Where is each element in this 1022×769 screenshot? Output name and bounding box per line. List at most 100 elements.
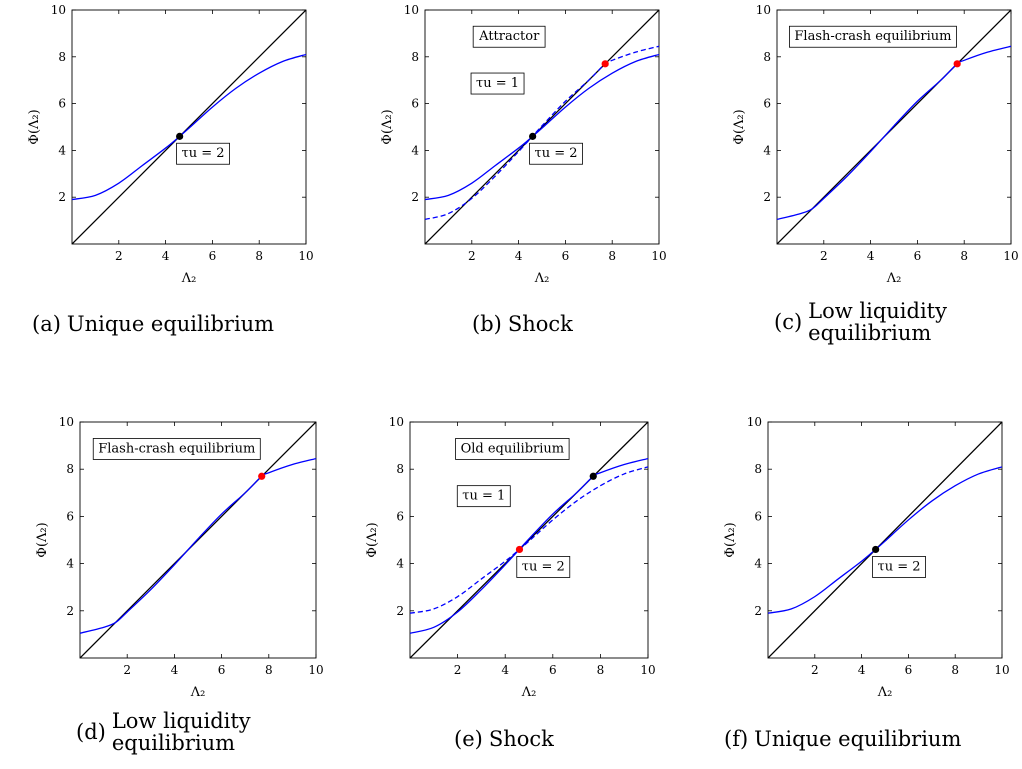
y-tick-label: 2 [396,604,404,618]
y-axis-label: Φ(Λ₂) [723,522,738,557]
x-tick-label: 6 [905,663,913,677]
caption-text: Unique equilibrium [66,312,275,336]
y-tick-label: 2 [58,190,66,204]
phi-curve [768,466,1002,614]
y-tick-label: 8 [58,50,66,64]
y-tick-label: 2 [411,190,419,204]
x-tick-label: 10 [994,663,1009,677]
annotation-label: Attractor [478,29,540,44]
x-tick-label: 6 [218,663,226,677]
annotation-label: Old equilibrium [461,441,565,456]
plot-area [777,10,1011,244]
annotation-box [529,142,583,165]
chart-panel-f: 2 4 6 8 10 2 4 6 8 10 Λ₂ Φ(Λ₂) τu = 2 [723,415,1010,700]
plot-area [768,422,1002,658]
x-axis-label: Λ₂ [886,271,902,286]
x-tick-label: 6 [914,249,922,263]
caption-text: Shock [507,312,573,336]
y-tick-label: 4 [411,143,419,157]
plot-area [425,10,659,244]
y-tick-label: 6 [754,509,762,523]
caption-f: (f) Unique equilibrium [724,727,961,751]
chart-panel-b: 2 4 6 8 10 2 4 6 8 10 Λ₂ Φ(Λ₂) Attractor τu = 1 τu = 2 [380,3,667,286]
caption-tag: (c) [774,310,803,334]
chart-panel-e: 2 4 6 8 10 2 4 6 8 10 Λ₂ Φ(Λ₂) Old equilibrium τu = 1… [365,415,656,700]
y-tick-label: 6 [411,97,419,111]
plot-area [410,422,648,658]
x-tick-label: 6 [562,249,570,263]
y-axis-label: Φ(Λ₂) [732,109,747,144]
annotation-label: τu = 2 [522,559,565,574]
y-tick-label: 10 [747,415,762,429]
y-axis-label: Φ(Λ₂) [27,109,42,144]
x-tick-label: 2 [811,663,819,677]
y-tick-label: 10 [51,3,66,17]
x-tick-label: 10 [308,663,323,677]
y-tick-label: 4 [763,143,771,157]
x-tick-label: 8 [597,663,605,677]
x-tick-label: 4 [858,663,866,677]
x-axis-label: Λ₂ [181,271,197,286]
x-tick-label: 2 [115,249,123,263]
caption-text: Shock [488,727,554,751]
annotation-box [456,485,511,508]
x-tick-label: 2 [123,663,131,677]
x-axis-label: Λ₂ [534,271,550,286]
y-axis-label: Φ(Λ₂) [35,522,50,557]
plot-area [80,422,316,658]
x-axis-label: Λ₂ [877,685,893,700]
x-axis-label: Λ₂ [190,685,206,700]
y-tick-label: 8 [754,462,762,476]
x-tick-label: 8 [608,249,616,263]
y-tick-label: 10 [59,415,74,429]
plot-frame [776,9,1012,245]
y-tick-label: 6 [66,509,74,523]
caption-tag: (e) [454,727,483,751]
annotation-label: Flash-crash equilibrium [794,29,951,44]
x-tick-label: 8 [265,663,273,677]
equilibrium-point [258,472,266,480]
phi-curve [777,45,1011,221]
y-tick-label: 4 [396,557,404,571]
phi-curve [425,53,659,201]
caption-tag: (b) [472,312,502,336]
plot-frame [409,421,649,659]
x-tick-label: 10 [640,663,655,677]
annotation-label: τu = 2 [535,146,578,161]
plot-frame [767,421,1003,659]
plot-frame [71,9,307,245]
x-tick-label: 4 [162,249,170,263]
x-tick-label: 6 [209,249,217,263]
phi-curve-dashed [425,45,659,221]
chart-panel-d: 2 4 6 8 10 2 4 6 8 10 Λ₂ Φ(Λ₂) Flash-crash equilibri… [35,415,324,700]
x-tick-label: 8 [951,663,959,677]
x-tick-label: 6 [549,663,557,677]
annotation-box [470,72,525,95]
plot-area [72,10,306,244]
x-tick-label: 2 [820,249,828,263]
phi-curve [410,457,648,634]
y-tick-label: 10 [389,415,404,429]
x-tick-label: 2 [454,663,462,677]
y-axis-label: Φ(Λ₂) [380,109,395,144]
y-tick-label: 2 [754,604,762,618]
y-tick-label: 4 [66,557,74,571]
annotation-box [472,25,546,48]
equilibrium-point [515,545,524,554]
y-tick-label: 10 [404,3,419,17]
identity-line [72,10,306,244]
x-tick-label: 4 [867,249,875,263]
equilibrium-point [601,60,609,68]
y-axis-label: Φ(Λ₂) [365,522,380,557]
caption-tag: (a) [32,312,61,336]
equilibrium-point [176,132,184,140]
annotation-label: τu = 1 [462,489,505,504]
caption-b: (b) Shock [472,312,573,336]
x-tick-label: 10 [651,249,666,263]
annotation-box [872,556,926,578]
equilibrium-point [953,60,961,68]
y-tick-label: 6 [763,97,771,111]
annotation-label: Flash-crash equilibrium [98,441,255,456]
plot-frame [79,421,317,659]
